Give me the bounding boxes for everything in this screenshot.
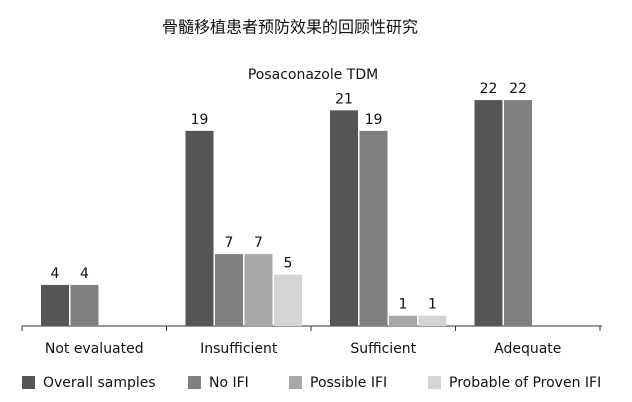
bar xyxy=(389,315,417,326)
legend-swatch xyxy=(428,376,441,389)
value-label: 7 xyxy=(225,235,234,251)
chart-subtitle: Posaconazole TDM xyxy=(248,67,378,83)
value-label: 22 xyxy=(480,81,498,97)
bar xyxy=(330,110,358,326)
value-label: 4 xyxy=(80,266,89,282)
value-label: 4 xyxy=(51,266,60,282)
bar xyxy=(418,315,447,326)
legend-swatch xyxy=(289,376,302,389)
bar xyxy=(244,254,273,326)
value-label: 22 xyxy=(509,81,527,97)
bar xyxy=(41,284,69,326)
value-label: 5 xyxy=(284,256,293,272)
legend-label: No IFI xyxy=(209,375,249,391)
value-label: 7 xyxy=(254,235,263,251)
x-tick-label: Adequate xyxy=(494,341,561,357)
legend-label: Possible IFI xyxy=(310,375,387,391)
bar xyxy=(70,284,99,326)
value-label: 19 xyxy=(365,112,383,128)
value-label: 1 xyxy=(428,297,437,313)
legend-swatch xyxy=(22,376,35,389)
chart-title: 骨髓移植患者预防效果的回顾性研究 xyxy=(162,18,418,37)
legend-swatch xyxy=(188,376,201,389)
x-tick-label: Insufficient xyxy=(200,341,278,357)
legend-label: Overall samples xyxy=(43,375,156,391)
bar xyxy=(504,100,532,326)
value-label: 19 xyxy=(191,112,209,128)
x-tick-label: Sufficient xyxy=(350,341,416,357)
bar xyxy=(215,254,243,326)
bar xyxy=(274,274,302,326)
legend-label: Probable of Proven IFI xyxy=(449,375,601,391)
bar xyxy=(185,130,214,326)
bar xyxy=(359,130,388,326)
bar xyxy=(474,100,503,326)
value-label: 1 xyxy=(399,297,408,313)
x-tick-label: Not evaluated xyxy=(45,341,144,357)
value-label: 21 xyxy=(335,91,353,107)
